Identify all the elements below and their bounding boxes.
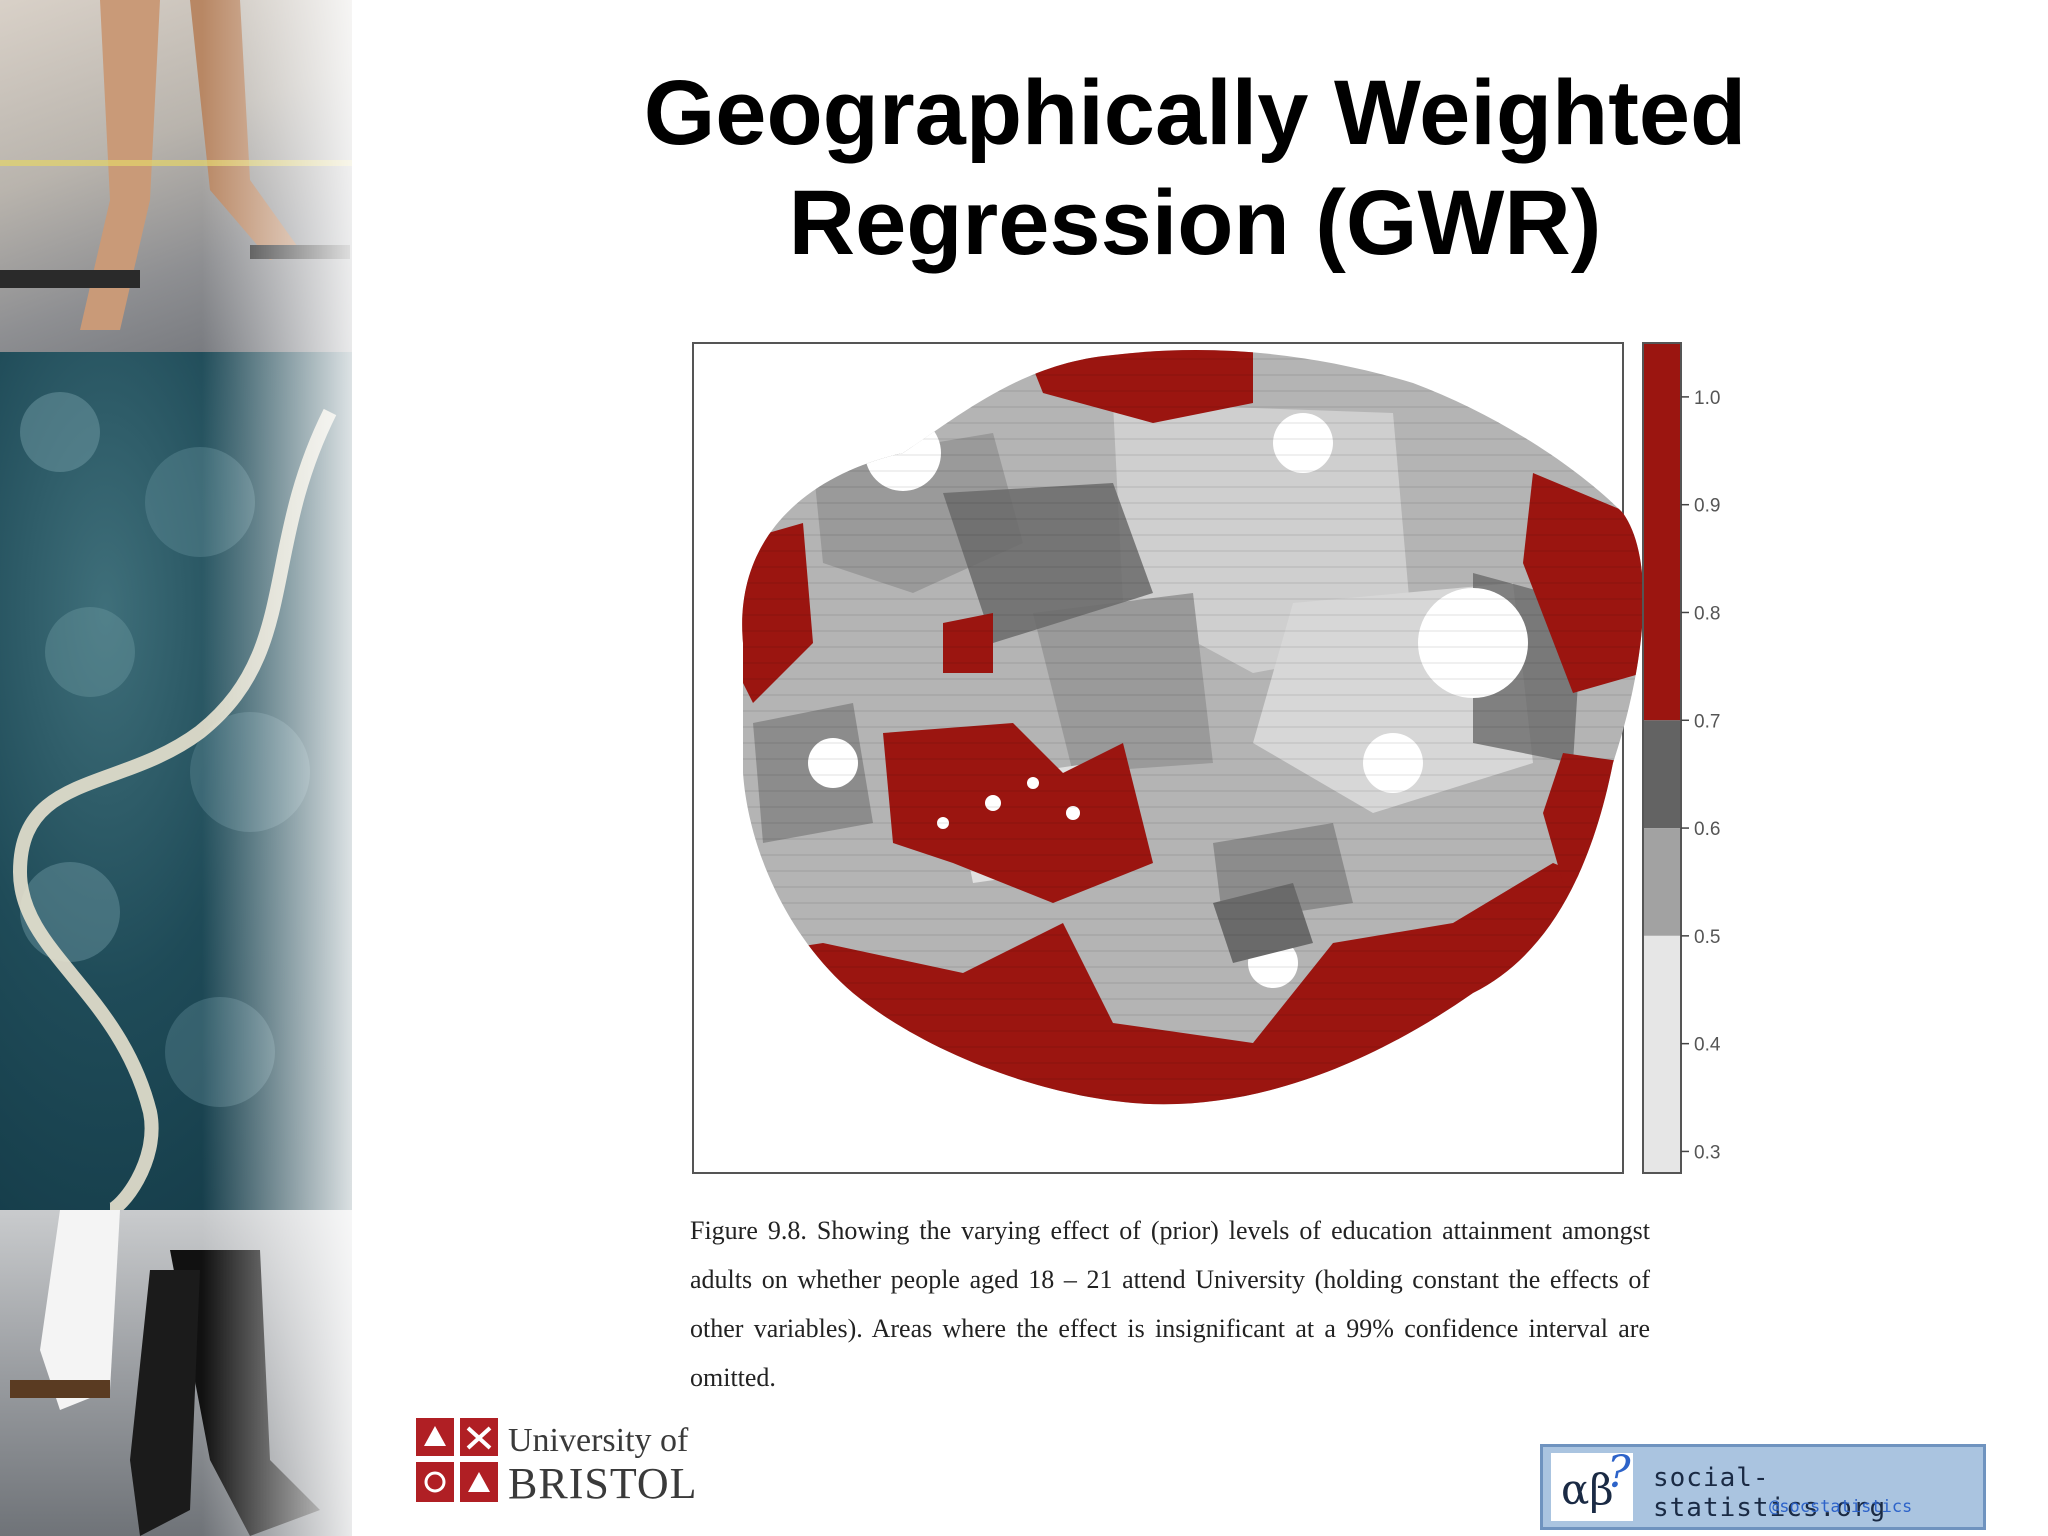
legend-tick-label: 0.5 — [1694, 927, 1720, 948]
legend-tick-label: 0.7 — [1694, 711, 1720, 732]
hex-texture — [742, 350, 1644, 1105]
legend-frame — [1642, 342, 1682, 1174]
slide-title-line-2: Regression (GWR) — [788, 172, 1602, 274]
social-statistics-site: social-statistics.org — [1653, 1463, 1887, 1523]
question-mark-symbol: ? — [1607, 1447, 1631, 1498]
legend-bin-2 — [1643, 828, 1681, 936]
legend-colorbar: 1.0 0.9 0.8 0.7 0.6 0.5 0.4 0.3 — [1642, 342, 1721, 1174]
alpha-beta-question-icon: αβ ? — [1551, 1447, 1633, 1521]
slide-title: Geographically Weighted Regression (GWR) — [560, 58, 1830, 278]
bristol-logo-line-2: BRISTOL — [508, 1459, 698, 1508]
legend-bin-1 — [1643, 720, 1681, 829]
legend-tick-label: 0.4 — [1694, 1035, 1721, 1056]
slide-title-line-1: Geographically Weighted — [643, 62, 1747, 164]
social-statistics-handle: @socstatistics — [1769, 1497, 1913, 1517]
figure-caption: Figure 9.8. Showing the varying effect o… — [690, 1216, 1650, 1392]
social-statistics-logo: αβ ? social-statistics.org @socstatistic… — [1540, 1444, 1986, 1530]
legend-tick-label: 0.6 — [1694, 819, 1720, 840]
bristol-logo-line-1: University of — [508, 1422, 689, 1459]
bristol-crest-icon — [416, 1418, 498, 1502]
university-of-bristol-logo: University of BRISTOL — [416, 1418, 716, 1508]
legend-bin-0 — [1643, 343, 1681, 721]
legend-tick-label: 1.0 — [1694, 388, 1720, 409]
legend-tick-label: 0.8 — [1694, 603, 1720, 624]
legend-bin-3 — [1643, 935, 1681, 1173]
gwr-map-figure: 1.0 0.9 0.8 0.7 0.6 0.5 0.4 0.3 — [692, 342, 1721, 1174]
alpha-beta-symbol: αβ — [1561, 1465, 1614, 1514]
legend-tick-label: 0.3 — [1694, 1142, 1720, 1163]
decorative-photo-strip — [0, 0, 352, 1536]
legend-tick-label: 0.9 — [1694, 496, 1720, 517]
